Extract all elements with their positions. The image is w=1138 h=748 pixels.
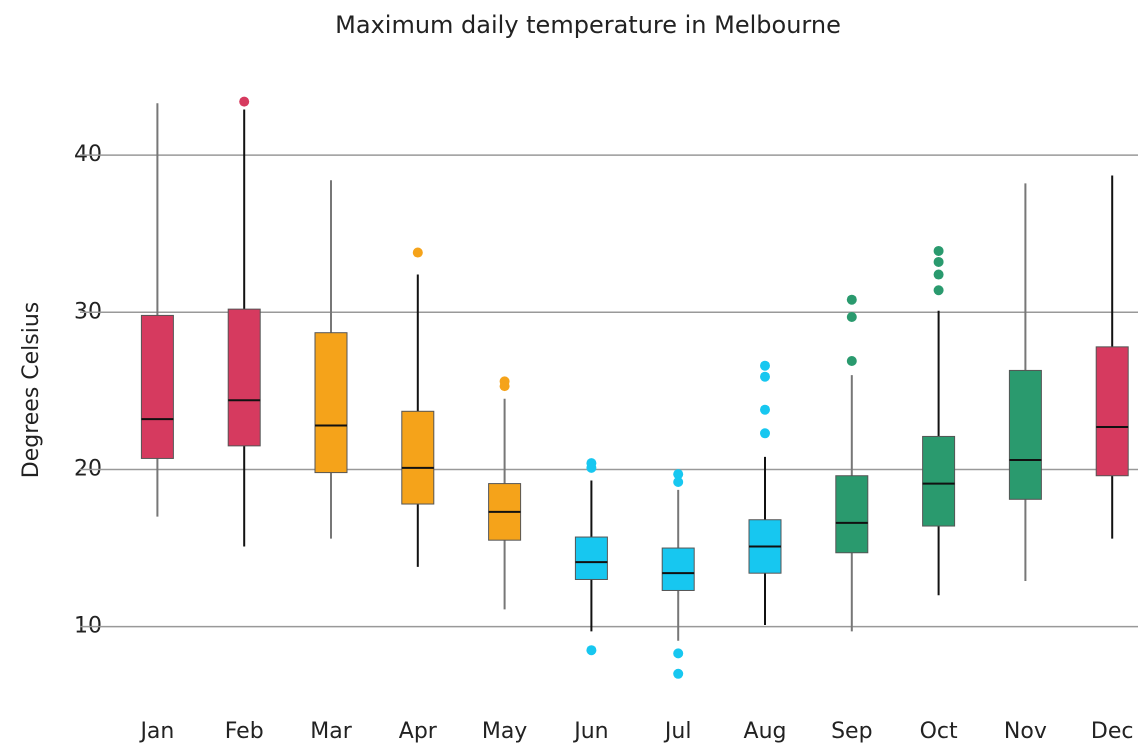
x-tick-label: May [482,719,527,744]
outlier [933,256,944,267]
outlier [846,311,857,322]
box [1008,369,1042,500]
outlier [673,668,684,679]
box [922,435,956,527]
outlier [586,462,597,473]
box [661,547,695,591]
x-tick-label: Aug [744,719,787,744]
outlier [933,285,944,296]
outlier [673,477,684,488]
outlier [412,247,423,258]
y-axis-label: Degrees Celsius [19,302,44,479]
chart-title: Maximum daily temperature in Melbourne [335,11,841,39]
x-tick-label: Jan [138,719,174,744]
outlier [586,645,597,656]
x-tick-label: Sep [831,719,872,744]
outlier [673,469,684,480]
outlier [499,381,510,392]
box [835,475,869,554]
box [227,308,261,447]
outlier [760,360,770,371]
x-tick-label: Jul [663,719,692,744]
x-tick-label: Oct [920,719,958,744]
x-tick-label: Mar [310,719,352,744]
outlier [933,269,944,280]
outlier [760,371,770,382]
outlier [239,96,250,107]
x-tick-label: Dec [1091,719,1134,744]
outlier [846,294,857,305]
box [574,536,608,580]
box [1095,346,1129,477]
box [140,314,174,459]
box [401,410,435,505]
x-tick-label: Jun [572,719,608,744]
outlier [673,648,684,659]
outlier [933,245,944,256]
outlier [760,428,770,439]
x-tick-label: Apr [399,719,438,744]
outlier [760,404,770,415]
x-tick-label: Nov [1004,719,1047,744]
x-tick-label: Feb [225,719,264,744]
outlier [846,355,857,366]
box [314,332,348,474]
